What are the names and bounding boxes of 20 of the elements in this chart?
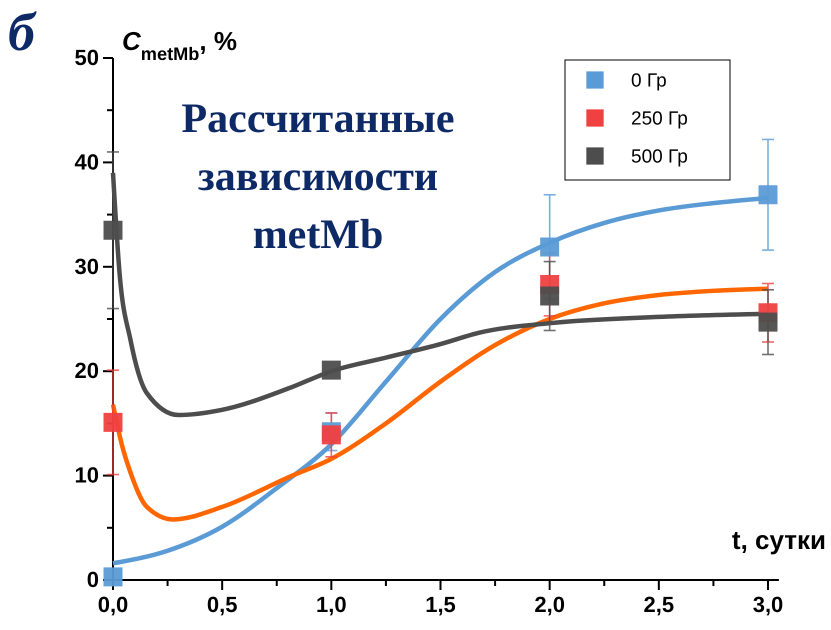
y-tick-label: 50 <box>74 45 99 70</box>
y-tick-label: 0 <box>86 567 99 592</box>
x-tick-label: 0,0 <box>98 592 128 618</box>
x-tick-label: 2,0 <box>534 592 565 618</box>
x-tick-label: 2,5 <box>644 592 674 618</box>
y-tick-label: 10 <box>74 462 99 488</box>
x-tick-label: 1,0 <box>316 592 347 618</box>
x-tick-label: 3,0 <box>752 592 784 618</box>
y-tick-label: 30 <box>74 254 99 279</box>
x-tick-label: 0,5 <box>206 592 238 618</box>
y-tick-label: 20 <box>74 358 99 384</box>
y-tick-label: 40 <box>74 149 99 174</box>
x-tick-label: 1,5 <box>425 592 456 618</box>
legend-label: 500 Гр <box>631 146 688 168</box>
x-axis-title: t, сутки <box>732 525 826 555</box>
text: б <box>8 2 37 62</box>
legend-label: 250 Гр <box>631 108 688 130</box>
legend-label: 0 Гр <box>631 70 667 92</box>
y-axis-title: C$_{metMb}$, % <box>122 26 237 64</box>
text: Рассчитанные зависимости metMb <box>182 96 454 258</box>
